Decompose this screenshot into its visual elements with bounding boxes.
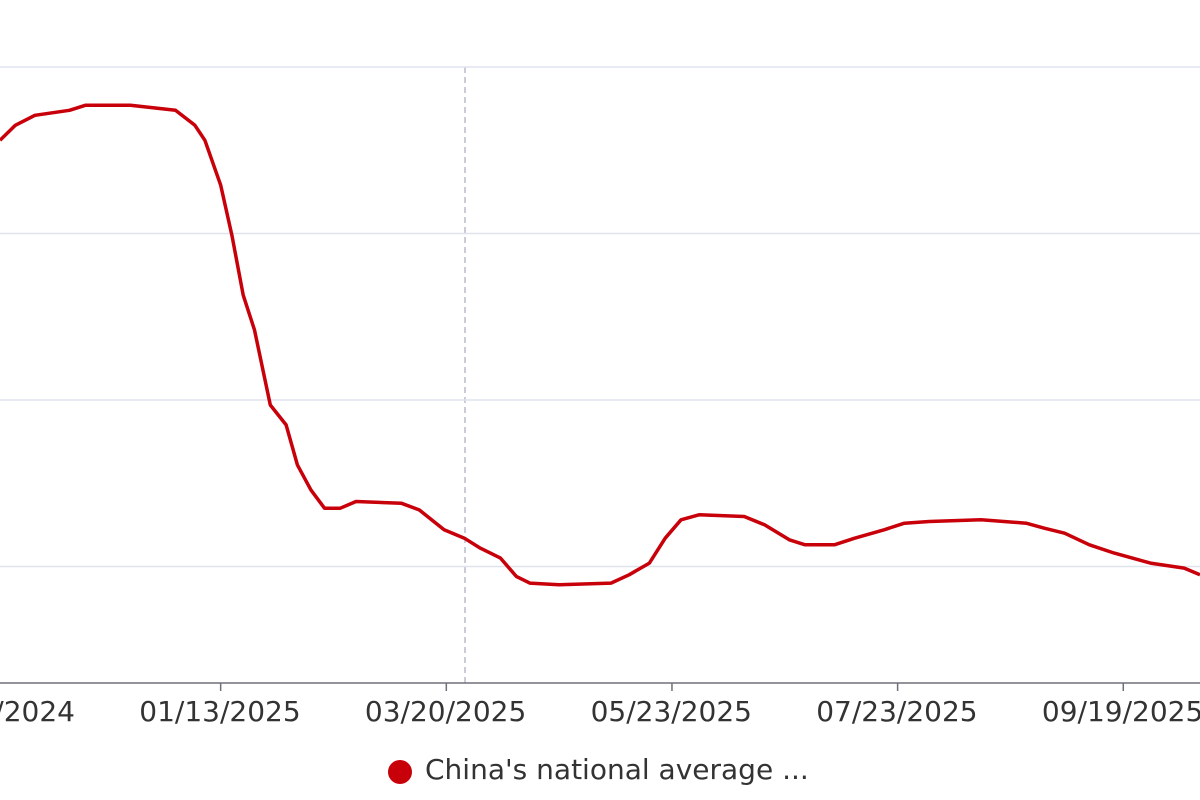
x-tick-label: 01/13/2025: [139, 695, 300, 728]
x-tick-label: 05/23/2025: [591, 695, 752, 728]
x-tick-label: 09/19/2025: [1042, 695, 1200, 728]
x-tick-label: 07/23/2025: [816, 695, 977, 728]
legend-marker: [388, 760, 412, 784]
x-tick-label: /2024: [0, 695, 75, 728]
legend-label: China's national average ...: [425, 753, 809, 786]
data-line: [0, 103, 1200, 587]
x-tick-label: 03/20/2025: [365, 695, 526, 728]
